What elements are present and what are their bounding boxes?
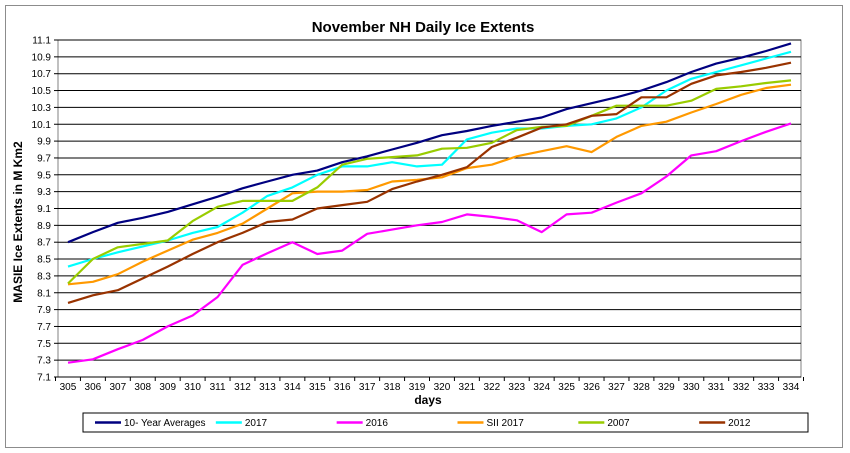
y-tick-label: 7.3 <box>37 356 51 367</box>
x-tick-label: 318 <box>384 382 401 393</box>
series-line <box>67 50 792 268</box>
y-tick-label: 9.7 <box>37 153 51 164</box>
x-tick-label: 327 <box>608 382 625 393</box>
y-tick-label: 8.3 <box>37 271 51 282</box>
x-tick-label: 330 <box>683 382 700 393</box>
y-tick-label: 9.9 <box>37 137 51 148</box>
series-line <box>67 42 792 244</box>
series-line <box>67 61 792 304</box>
series-line <box>67 122 792 364</box>
legend-label: 2017 <box>245 418 268 429</box>
x-tick-label: 312 <box>234 382 251 393</box>
y-tick-label: 8.9 <box>37 221 51 232</box>
y-tick-label: 7.1 <box>37 373 51 384</box>
legend-label: 2007 <box>607 418 630 429</box>
x-tick-label: 332 <box>733 382 750 393</box>
legend: 10- Year Averages 2017 2016 SII 2017 2007 201… <box>82 412 809 433</box>
y-tick-label: 9.3 <box>37 187 51 198</box>
x-tick-label: 325 <box>558 382 575 393</box>
x-tick-label: 323 <box>508 382 525 393</box>
x-tick-label: 309 <box>159 382 176 393</box>
x-tick-label: 334 <box>783 382 800 393</box>
x-tick-label: 308 <box>134 382 151 393</box>
x-tick-label: 314 <box>284 382 301 393</box>
x-axis-label: days <box>414 393 442 407</box>
chart-title: November NH Daily Ice Extents <box>312 19 535 36</box>
x-tick-label: 316 <box>334 382 351 393</box>
x-tick-label: 324 <box>533 382 550 393</box>
series-line <box>67 79 792 285</box>
y-tick-label: 9.5 <box>37 170 51 181</box>
y-axis-label: MASIE Ice Extents in M Km2 <box>11 141 25 303</box>
x-tick-label: 319 <box>409 382 426 393</box>
x-tick-label: 321 <box>459 382 476 393</box>
y-tick-label: 8.5 <box>37 255 51 266</box>
y-tick-label: 9.1 <box>37 204 51 215</box>
legend-label: 2012 <box>728 418 751 429</box>
x-tick-label: 331 <box>708 382 725 393</box>
x-tick-label: 322 <box>483 382 500 393</box>
x-tick-label: 333 <box>758 382 775 393</box>
x-tick-label: 320 <box>434 382 451 393</box>
x-tick-label: 326 <box>583 382 600 393</box>
y-tick-label: 7.9 <box>37 305 51 316</box>
y-tick-label: 8.1 <box>37 288 51 299</box>
y-tick-label: 7.7 <box>37 322 51 333</box>
y-tick-label: 10.5 <box>32 86 52 97</box>
legend-label: 10- Year Averages <box>124 418 206 429</box>
y-tick-label: 10.1 <box>32 120 52 131</box>
y-tick-label: 10.3 <box>32 103 52 114</box>
y-tick-label: 10.7 <box>32 69 52 80</box>
x-tick-label: 329 <box>658 382 675 393</box>
x-tick-label: 311 <box>210 382 226 393</box>
y-tick-label: 8.7 <box>37 238 51 249</box>
legend-box <box>82 412 809 433</box>
y-tick-label: 10.9 <box>32 52 52 63</box>
x-tick-label: 328 <box>633 382 650 393</box>
legend-label: SII 2017 <box>487 418 525 429</box>
x-tick-label: 310 <box>184 382 201 393</box>
x-tick-label: 313 <box>259 382 276 393</box>
legend-label: 2016 <box>366 418 389 429</box>
y-tick-label: 11.1 <box>32 36 51 47</box>
x-tick-label: 315 <box>309 382 326 393</box>
series-lines <box>67 42 792 364</box>
x-tick-label: 306 <box>85 382 102 393</box>
tick-labels: 7.1 7.3 7.5 7.7 7.9 8.1 8.3 8.5 8.7 8.9 9.1 9.3 9.5 9… <box>32 36 800 394</box>
x-tick-label: 305 <box>60 382 77 393</box>
y-tick-label: 7.5 <box>37 339 51 350</box>
x-tick-label: 307 <box>109 382 126 393</box>
x-tick-label: 317 <box>359 382 376 393</box>
